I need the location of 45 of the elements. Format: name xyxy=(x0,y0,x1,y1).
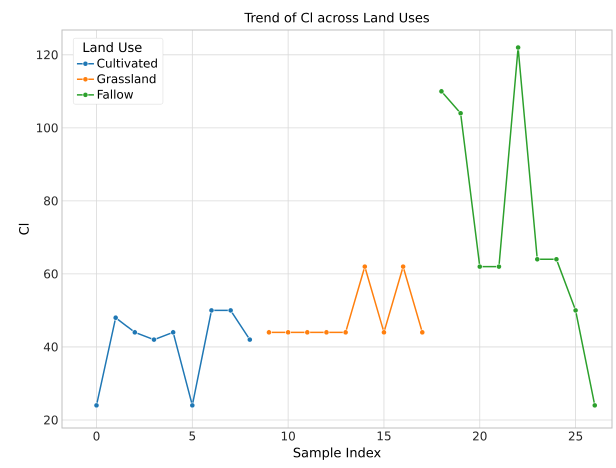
point xyxy=(151,336,157,343)
x-tick-label: 25 xyxy=(568,432,582,441)
x-tick-label: 0 xyxy=(93,432,100,441)
x-axis-title: Sample Index xyxy=(294,447,381,460)
point xyxy=(304,329,310,336)
point xyxy=(342,329,349,336)
y-tick-label: 80 xyxy=(44,196,58,206)
point xyxy=(132,329,138,336)
y-tick-label: 120 xyxy=(36,50,58,60)
point xyxy=(208,308,214,314)
point xyxy=(94,402,100,408)
point xyxy=(112,314,119,321)
point xyxy=(476,264,483,270)
x-tick-label: 10 xyxy=(282,432,295,441)
point xyxy=(170,329,176,336)
legend-label: Cultivated xyxy=(97,58,157,68)
x-tick-label: 5 xyxy=(189,432,196,440)
point xyxy=(592,402,598,408)
point xyxy=(266,329,272,336)
y-axis-title: Cl xyxy=(18,224,29,235)
legend-label: Grassland xyxy=(97,74,156,84)
point xyxy=(246,336,253,343)
point xyxy=(189,402,196,408)
point xyxy=(572,308,578,314)
x-tick-label: 20 xyxy=(473,432,487,441)
point xyxy=(534,256,540,262)
y-tick-label: 60 xyxy=(44,269,58,278)
x-tick-label: 15 xyxy=(378,432,391,440)
point xyxy=(419,329,426,336)
legend-title: Land Use xyxy=(84,42,142,52)
y-tick-label: 20 xyxy=(44,415,58,424)
y-tick-label: 100 xyxy=(36,123,58,132)
point xyxy=(324,329,330,336)
point xyxy=(285,329,292,336)
legend-label: Fallow xyxy=(98,90,134,99)
point xyxy=(228,308,234,314)
point xyxy=(400,264,406,270)
point xyxy=(381,329,387,336)
point xyxy=(515,44,521,50)
point xyxy=(438,88,444,94)
point xyxy=(496,264,502,270)
point xyxy=(362,264,368,270)
y-tick-label: 40 xyxy=(44,342,58,352)
point xyxy=(458,110,464,116)
chart-title: Trend of Cl across Land Uses xyxy=(244,12,429,22)
